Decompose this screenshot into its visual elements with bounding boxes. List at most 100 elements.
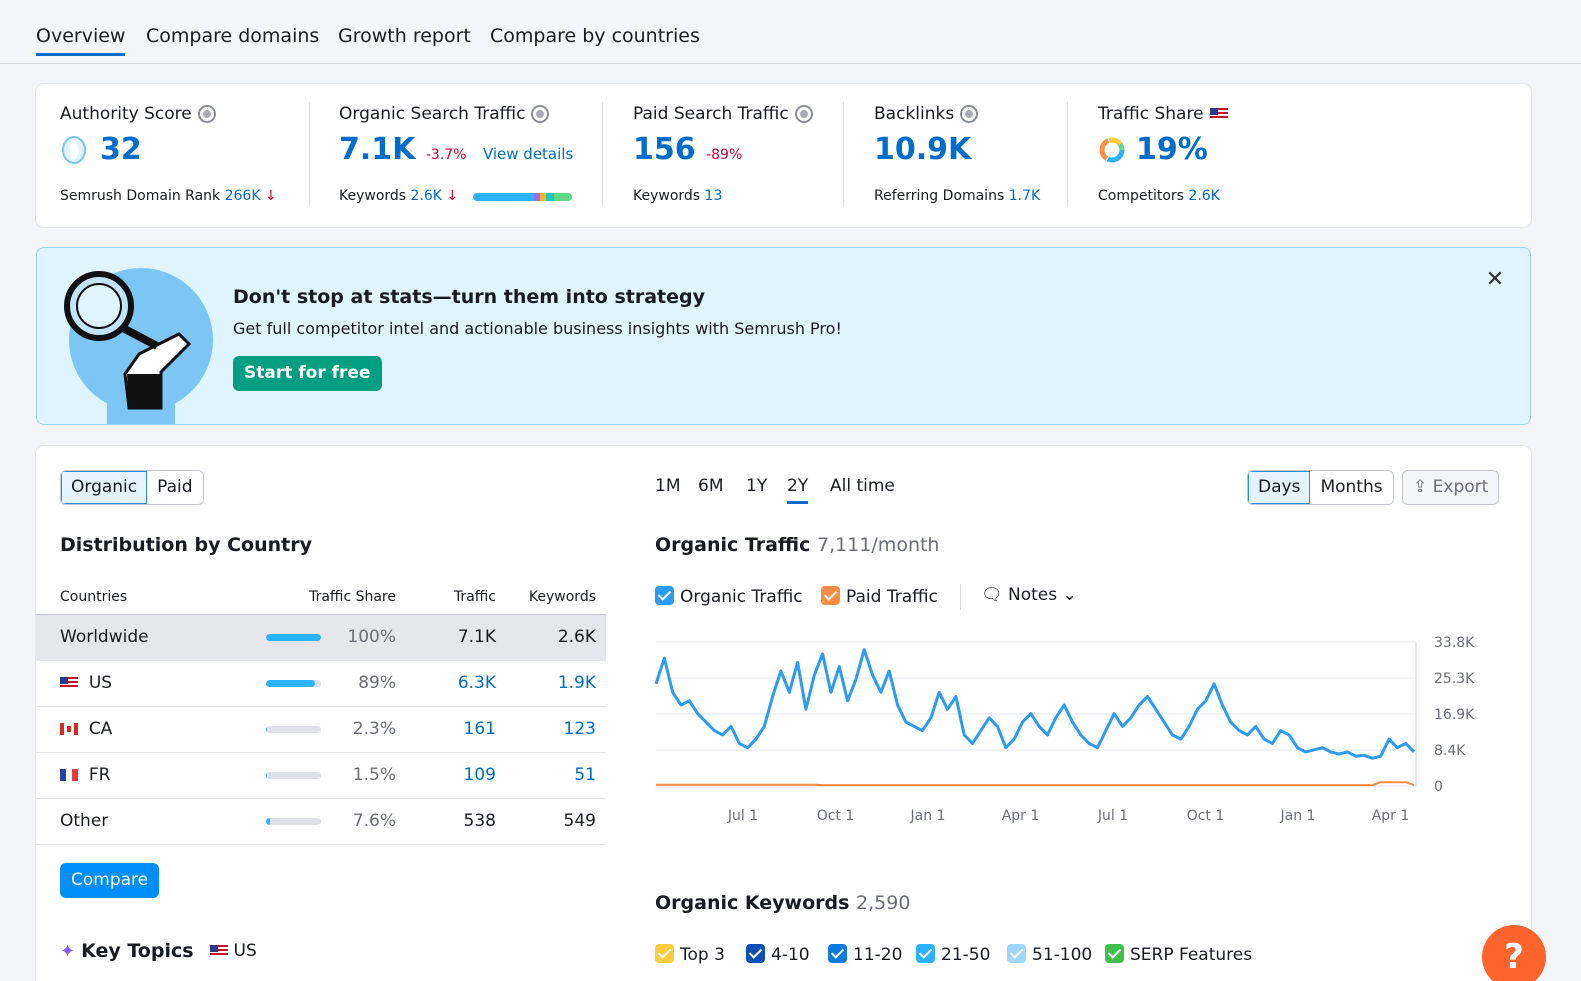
x-tick-label: Oct 1 [817, 808, 855, 824]
share-bar [265, 817, 321, 825]
key-topics-title: Key Topics [81, 940, 194, 962]
organic-keywords-title: Organic Keywords [655, 892, 850, 914]
share-value: 1.5% [352, 765, 396, 785]
checkbox-icon [828, 944, 847, 963]
info-icon[interactable] [960, 105, 979, 123]
tab-overview[interactable]: Overview [36, 25, 126, 56]
keywords-value[interactable]: 2.6K [410, 188, 442, 204]
tab-compare-domains[interactable]: Compare domains [146, 25, 320, 47]
col-countries: Countries [36, 580, 209, 615]
competitors-value[interactable]: 2.6K [1188, 188, 1220, 204]
paid-keywords-value[interactable]: 13 [704, 188, 723, 204]
organic-keywords-count: 2,590 [856, 892, 911, 914]
fr-flag-icon [60, 769, 78, 781]
country-name: Other [36, 797, 209, 845]
x-tick-label: Apr 1 [1002, 808, 1040, 824]
info-icon[interactable] [794, 105, 813, 123]
promo-banner: Don't stop at stats—turn them into strat… [36, 247, 1531, 425]
domain-rank-value[interactable]: 266K [224, 188, 261, 204]
sparkle-icon: ✦ [60, 940, 76, 962]
kw-legend-11-20[interactable]: 11-20 [828, 944, 902, 965]
help-button[interactable]: ? [1482, 925, 1546, 981]
us-flag-icon [60, 677, 78, 689]
share-bar [265, 771, 321, 779]
us-flag-icon [1209, 108, 1228, 120]
checkbox-icon [1105, 944, 1124, 963]
keywords-value: 2.6K [506, 614, 606, 661]
range-all-time[interactable]: All time [830, 476, 895, 496]
keywords-value[interactable]: 51 [506, 752, 606, 799]
backlinks-value[interactable]: 10.9K [874, 132, 972, 167]
country-name: FR [88, 765, 111, 785]
traffic-value[interactable]: 109 [406, 752, 506, 799]
x-tick-label: Jan 1 [1280, 808, 1316, 824]
banner-text: Get full competitor intel and actionable… [233, 319, 842, 338]
organic-toggle[interactable]: Organic [61, 471, 148, 504]
legend-organic[interactable]: Organic Traffic [655, 586, 803, 607]
range-1y[interactable]: 1Y [746, 476, 768, 496]
kw-legend-21-50[interactable]: 21-50 [916, 944, 990, 965]
checkbox-icon [746, 944, 765, 963]
table-row[interactable]: US 89% 6.3K 1.9K [36, 660, 606, 707]
view-details-link[interactable]: View details [482, 145, 574, 163]
kw-legend-serp-features[interactable]: SERP Features [1105, 944, 1252, 965]
share-bar-fill [265, 633, 321, 641]
keywords-label: Keywords [339, 188, 407, 204]
organic-traffic-title: Organic Search Traffic [339, 104, 526, 124]
organic-traffic-chart[interactable]: 33.8K 25.3K 16.9K 8.4K 0 Jul 1 Oct 1 Jan 1 Apr 1… [636, 626, 1496, 836]
traffic-value[interactable]: 6.3K [406, 660, 506, 707]
keywords-value[interactable]: 123 [506, 706, 606, 753]
share-bar-fill [265, 679, 315, 687]
table-row[interactable]: FR 1.5% 109 51 [36, 752, 606, 799]
range-6m[interactable]: 6M [698, 476, 724, 496]
divider [960, 584, 961, 610]
table-row[interactable]: Other 7.6% 538 549 [36, 797, 606, 845]
export-button[interactable]: ⇪ Export [1402, 470, 1500, 505]
range-1m[interactable]: 1M [655, 476, 681, 496]
referring-domains-value[interactable]: 1.7K [1008, 188, 1041, 204]
comment-icon: 🗨 [981, 585, 1003, 605]
country-table: Countries Traffic Share Traffic Keywords… [36, 580, 606, 845]
info-icon[interactable] [197, 105, 216, 123]
col-traffic: Traffic [406, 580, 506, 615]
keywords-value[interactable]: 1.9K [506, 660, 606, 707]
kw-legend-51-100[interactable]: 51-100 [1007, 944, 1092, 965]
paid-traffic-title: Paid Search Traffic [633, 104, 789, 124]
chart-title: Organic Traffic [655, 534, 811, 556]
organic-paid-toggle: Organic Paid [60, 470, 204, 505]
table-row[interactable]: CA 2.3% 161 123 [36, 706, 606, 753]
paid-keywords-label: Keywords [633, 188, 701, 204]
table-row[interactable]: Worldwide 100% 7.1K 2.6K [36, 614, 606, 661]
range-2y[interactable]: 2Y [787, 476, 809, 504]
key-topics-country[interactable]: US [233, 941, 257, 961]
banner-title: Don't stop at stats—turn them into strat… [233, 286, 706, 308]
months-toggle[interactable]: Months [1310, 471, 1393, 504]
days-toggle[interactable]: Days [1248, 471, 1311, 504]
kw-legend-top3[interactable]: Top 3 [655, 944, 725, 965]
x-tick-label: Jul 1 [727, 808, 758, 824]
ca-flag-icon [60, 723, 78, 735]
tab-compare-by-countries[interactable]: Compare by countries [490, 25, 700, 47]
share-bar-fill [265, 817, 270, 825]
paid-toggle[interactable]: Paid [147, 471, 203, 504]
chevron-down-icon: ⌄ [1062, 585, 1077, 605]
paid-traffic-value[interactable]: 156 [633, 132, 696, 167]
country-name: Worldwide [36, 614, 209, 661]
compare-button[interactable]: Compare [60, 863, 160, 898]
close-icon[interactable]: ✕ [1485, 267, 1505, 292]
donut-chart-icon [1099, 137, 1125, 162]
checkbox-icon [821, 586, 840, 605]
traffic-value[interactable]: 161 [406, 706, 506, 753]
paid-traffic-change: -89% [706, 147, 743, 163]
checkbox-icon [655, 944, 674, 963]
organic-traffic-value[interactable]: 7.1K [339, 132, 416, 167]
legend-paid[interactable]: Paid Traffic [821, 586, 938, 607]
info-icon[interactable] [531, 105, 550, 123]
share-bar-fill [265, 771, 268, 779]
tab-growth-report[interactable]: Growth report [338, 25, 471, 47]
country-name: US [88, 673, 113, 693]
kw-legend-4-10[interactable]: 4-10 [746, 944, 810, 965]
notes-dropdown[interactable]: 🗨 Notes ⌄ [981, 585, 1077, 605]
start-for-free-button[interactable]: Start for free [233, 356, 382, 391]
organic-traffic-change: -3.7% [425, 147, 467, 163]
